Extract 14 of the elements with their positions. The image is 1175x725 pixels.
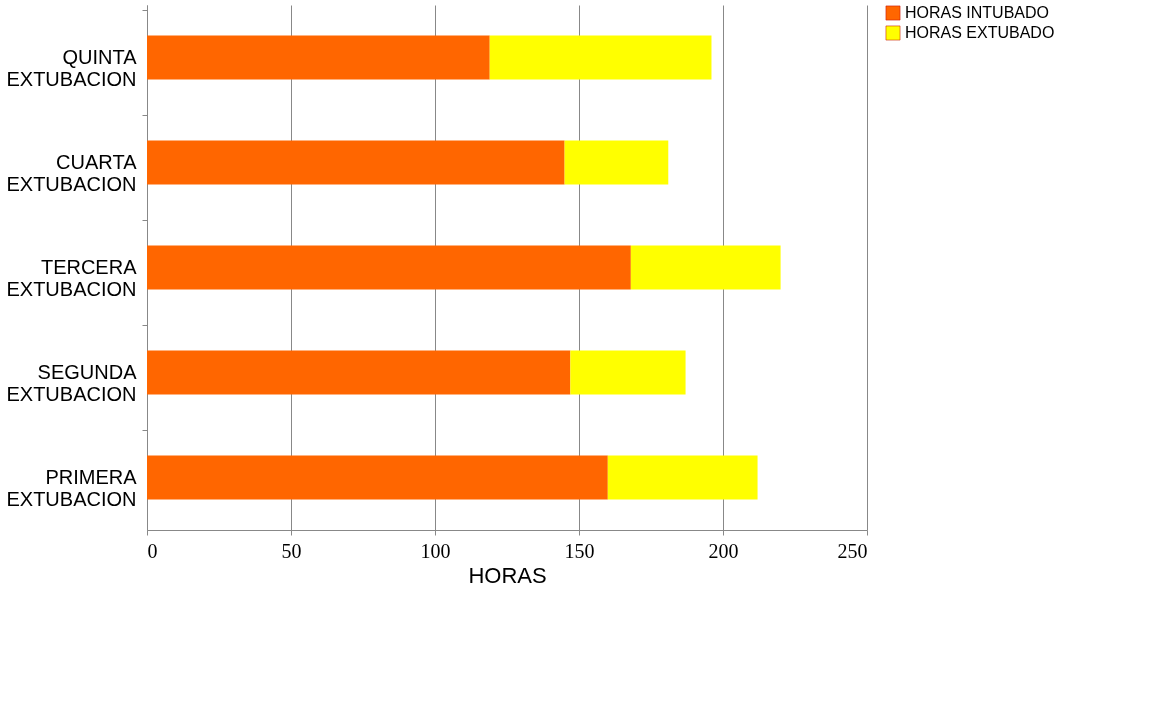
y-tick-label: TERCERA EXTUBACION [6, 255, 138, 300]
x-tick-label: 250 [837, 539, 868, 562]
x-tick-label: 150 [564, 539, 595, 562]
y-tick-label: QUINTA EXTUBACION [6, 45, 138, 90]
y-tick-label: SEGUNDA EXTUBACION [6, 360, 138, 405]
x-tick-label: 0 [147, 539, 158, 562]
x-tick-label: 200 [708, 539, 739, 562]
legend-label: HORAS INTUBADO [905, 4, 1050, 21]
x-axis-title: HORAS [468, 562, 547, 588]
y-tick-label: PRIMERA EXTUBACION [6, 465, 138, 510]
legend-label: HORAS EXTUBADO [905, 24, 1055, 41]
x-tick-label: 50 [281, 539, 302, 562]
y-tick-label: CUARTA EXTUBACION [6, 150, 138, 195]
x-tick-label: 100 [420, 539, 451, 562]
